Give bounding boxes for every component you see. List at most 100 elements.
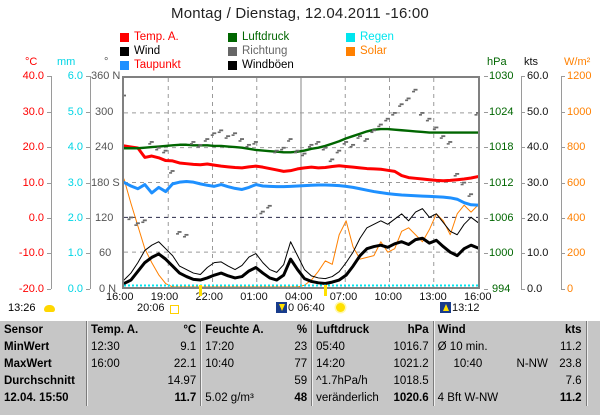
tick-direction-0: 360 N	[91, 70, 121, 82]
sunset-label: 20:06	[137, 302, 165, 314]
cell-hum-time-current: 5.02 g/m³	[200, 389, 273, 406]
tickmark-wind	[521, 289, 525, 290]
tickmark-solar	[561, 76, 565, 77]
tickmark-pressure	[484, 182, 488, 184]
x-tick-label: 16:00	[106, 291, 134, 303]
tickmark-pressure	[484, 76, 488, 77]
cell-wind-a-min: Ø 10 min.	[432, 338, 503, 355]
tick-rain-5: 1.0	[67, 247, 83, 260]
x-tick-label: 07:00	[329, 291, 358, 303]
tickmark-solar	[561, 146, 565, 148]
tickmark-pressure	[484, 111, 488, 113]
cell-hum-val-avg: 59	[294, 374, 308, 387]
legend-label-wind: Wind	[134, 45, 161, 57]
axis-unit-hpa: hPa	[487, 56, 507, 68]
cell-hum-time-min: 17:20	[200, 338, 273, 355]
x-tick-label: 04:00	[285, 291, 313, 303]
tick-celsius-3: 10.0	[22, 176, 44, 189]
axis-ticks-wind: 60.0 50.0 40.0 30.0 20.0 10.0 0.0	[521, 70, 559, 295]
tick-pressure-3: 1012	[489, 176, 514, 189]
cell-press-time-avg: ^1.7hPa/h	[311, 372, 387, 389]
legend-label-richtung: Richtung	[242, 45, 288, 57]
cell-temp-time-avg	[85, 372, 148, 389]
legend-item-luftdruck: Luftdruck	[228, 30, 346, 44]
tickmark-celsius	[47, 182, 51, 184]
weather-chart-plot	[122, 76, 480, 289]
tickmark-wind	[521, 111, 525, 113]
row-label-min: MinWert	[4, 340, 50, 353]
cell-press-val-min: 1016.7	[393, 340, 429, 353]
sunset-icon	[170, 305, 179, 314]
moonset-label: 13:26	[8, 302, 36, 314]
tickmark-rain	[86, 76, 90, 77]
legend-item-wind: Wind	[120, 44, 228, 58]
cell-temp-val-current: 11.7	[174, 391, 197, 404]
table-row: Durchschnitt 14.97 59 ^1.7hPa/h 1018.5 7…	[0, 372, 600, 389]
legend: Temp. A. Luftdruck Regen Wind Richtung S…	[120, 30, 446, 72]
tick-pressure-2: 1018	[489, 140, 514, 153]
tick-celsius-0: 40.0	[22, 70, 44, 82]
tickmark-solar	[561, 289, 565, 290]
page-title: Montag / Dienstag, 12.04.2011 -16:00	[171, 5, 429, 22]
cell-wind-b-min	[502, 338, 552, 355]
tickmark-pressure	[484, 289, 488, 290]
tickmark-solar	[561, 253, 565, 255]
cell-hum-time-avg	[200, 372, 273, 389]
legend-item-solar: Solar	[346, 44, 446, 58]
tick-wind-0: 60.0	[527, 70, 549, 82]
cell-temp-val-min: 9.1	[180, 340, 197, 353]
legend-label-regen: Regen	[360, 31, 394, 43]
cell-hum-val-current: 48	[294, 391, 308, 404]
moon-icon-left	[44, 305, 55, 312]
x-tick-label: 13:00	[419, 291, 447, 303]
tick-wind-6: 0.0	[527, 283, 543, 295]
tick-pressure-0: 1030	[489, 70, 514, 82]
axis-ticks-direction: 360 N 300 240 180 S 120 60 0 N	[91, 70, 121, 295]
cell-wind-a-avg	[432, 372, 503, 389]
sunrise-icon	[336, 303, 345, 312]
tickmark-wind	[521, 146, 525, 148]
cell-wind-val-min: 11.2	[560, 340, 582, 353]
tick-pressure-4: 1006	[489, 212, 514, 224]
tick-rain-2: 4.0	[67, 140, 83, 153]
th-pressure: Luftdruck	[311, 321, 387, 338]
row-spacer	[585, 355, 600, 372]
th-humidity-unit: %	[296, 323, 308, 336]
cell-temp-val-avg: 14.97	[167, 374, 197, 387]
tickmark-wind	[521, 218, 525, 219]
tickmark-celsius	[47, 253, 51, 255]
tickmark-rain	[86, 218, 90, 219]
axis-ticks-celsius: 40.0 30.0 20.0 10.0 0.0 -10.0 -20.0	[0, 70, 51, 295]
axis-ticks-pressure: 1030 1024 1018 1012 1006 1000 994	[484, 70, 520, 295]
tick-rain-1: 5.0	[67, 105, 83, 118]
moonset-time-label: 13:12	[452, 302, 480, 314]
th-temp-unit: °C	[183, 323, 197, 336]
th-humidity: Feuchte A.	[200, 321, 273, 338]
legend-label-luftdruck: Luftdruck	[242, 31, 290, 43]
legend-swatch-regen	[346, 32, 355, 42]
cell-press-time-max: 14:20	[311, 355, 387, 372]
legend-swatch-temp-a	[120, 32, 129, 42]
tick-direction-5: 60	[99, 247, 112, 260]
x-tick-label: 19:00	[150, 291, 179, 303]
legend-label-windboen: Windböen	[242, 59, 294, 71]
th-wind-pad	[502, 321, 552, 338]
moonrise-arrow-icon	[279, 304, 285, 311]
event-marker	[324, 285, 328, 296]
tickmark-rain	[86, 253, 90, 255]
tick-celsius-6: -20.0	[18, 283, 44, 295]
th-spacer	[585, 321, 600, 338]
legend-label-temp-a: Temp. A.	[134, 31, 179, 43]
row-label-current: 12.04. 15:50	[4, 391, 69, 404]
legend-item-windboen: Windböen	[228, 58, 346, 72]
cell-temp-time-max: 16:00	[85, 355, 148, 372]
tick-pressure-5: 1000	[489, 247, 514, 260]
tick-celsius-2: 20.0	[22, 140, 44, 153]
tick-wind-1: 50.0	[527, 105, 549, 118]
cell-temp-val-max: 22.1	[173, 357, 197, 370]
tick-solar-3: 600	[567, 176, 586, 189]
tickmark-wind	[521, 76, 525, 77]
tick-solar-0: 1200	[567, 70, 592, 82]
x-tick-label: 16:00	[464, 291, 492, 303]
cell-press-val-max: 1021.2	[393, 357, 429, 370]
